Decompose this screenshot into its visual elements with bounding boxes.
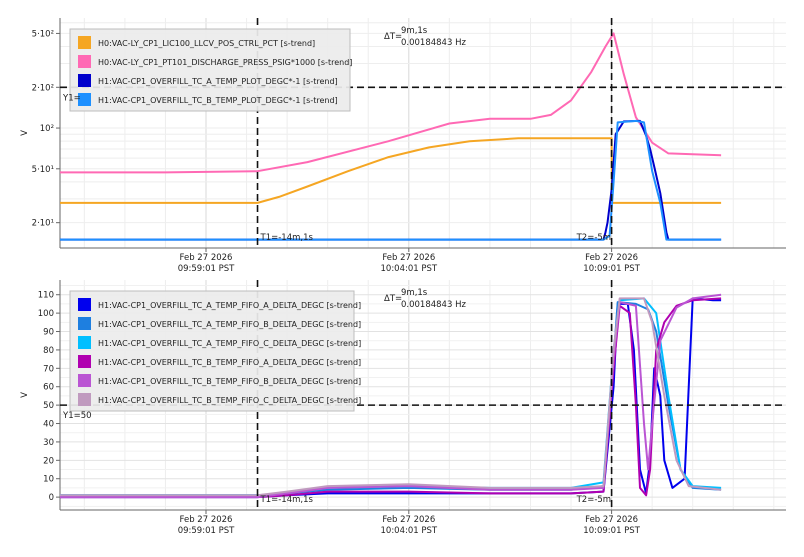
legend-entry-label: H1:VAC-CP1_OVERFILL_TC_B_TEMP_PLOT_DEGC*…	[98, 96, 338, 105]
legend-entry-label: H0:VAC-LY_CP1_PT101_DISCHARGE_PRESS_PSIG…	[98, 58, 352, 67]
legend-entry-label: H1:VAC-CP1_OVERFILL_TC_A_TEMP_FIFO_B_DEL…	[98, 320, 361, 329]
y-tick-label: 20	[43, 456, 54, 466]
x-tick-label-date: Feb 27 2026	[585, 515, 638, 525]
y-tick-label: 2·10²	[32, 83, 54, 93]
series-line-6	[60, 297, 722, 497]
cursor-t1-label: T1=-14m,1s	[260, 495, 314, 505]
y-tick-label: 100	[38, 309, 54, 319]
cursor-t1-label: T1=-14m,1s	[260, 233, 314, 243]
series-line-4	[60, 119, 722, 241]
x-tick-label-time: 10:04:01 PST	[381, 264, 438, 274]
legend: H1:VAC-CP1_OVERFILL_TC_A_TEMP_FIFO_A_DEL…	[69, 290, 361, 412]
y-tick-label: 5·10²	[32, 29, 54, 39]
y-tick-label: 0	[49, 493, 54, 503]
y-tick-label: 5·10¹	[32, 165, 54, 175]
legend-box	[69, 290, 355, 412]
legend-box	[69, 28, 351, 112]
legend-swatch	[78, 74, 91, 87]
delta-frequency: 0.00184843 Hz	[401, 38, 466, 48]
delta-t-value: 9m,1s	[401, 26, 428, 36]
x-tick-label-time: 10:09:01 PST	[583, 526, 640, 536]
legend-entry-label: H0:VAC-LY_CP1_LIC100_LLCV_POS_CTRL_PCT […	[98, 39, 315, 48]
y-tick-label: 10²	[40, 124, 54, 134]
legend-entry-label: H1:VAC-CP1_OVERFILL_TC_B_TEMP_FIFO_B_DEL…	[98, 377, 361, 386]
cursor-t2-label: T2=-5m	[576, 495, 611, 505]
y-tick-label: 70	[43, 364, 54, 374]
x-tick-label-date: Feb 27 2026	[180, 253, 233, 263]
legend-swatch	[78, 93, 91, 106]
x-tick-label-time: 09:59:01 PST	[178, 264, 235, 274]
legend-swatch	[78, 317, 91, 330]
legend-swatch	[78, 336, 91, 349]
y-axis-label: V	[20, 130, 30, 136]
series-line-4	[60, 297, 722, 499]
delta-t-value: 9m,1s	[401, 288, 428, 298]
delta-frequency: 0.00184843 Hz	[401, 300, 466, 310]
legend: H0:VAC-LY_CP1_LIC100_LLCV_POS_CTRL_PCT […	[69, 28, 352, 112]
legend-swatch	[78, 374, 91, 387]
legend-swatch	[78, 355, 91, 368]
legend-entry-label: H1:VAC-CP1_OVERFILL_TC_A_TEMP_PLOT_DEGC*…	[98, 77, 338, 86]
series-line-1	[60, 137, 722, 204]
legend-entry-label: H1:VAC-CP1_OVERFILL_TC_A_TEMP_FIFO_C_DEL…	[98, 339, 361, 348]
y-tick-label: 40	[43, 420, 54, 430]
y-tick-label: 10	[43, 475, 54, 485]
x-tick-label-date: Feb 27 2026	[382, 253, 435, 263]
legend-entry-label: H1:VAC-CP1_OVERFILL_TC_B_TEMP_FIFO_C_DEL…	[98, 396, 361, 405]
legend-swatch	[78, 393, 91, 406]
x-tick-label-date: Feb 27 2026	[585, 253, 638, 263]
y-tick-label: 110	[38, 291, 54, 301]
x-tick-label-date: Feb 27 2026	[180, 515, 233, 525]
x-tick-label-date: Feb 27 2026	[382, 515, 435, 525]
series-lines	[60, 293, 722, 499]
x-tick-label-time: 10:09:01 PST	[583, 264, 640, 274]
legend-entry-label: H1:VAC-CP1_OVERFILL_TC_B_TEMP_FIFO_A_DEL…	[98, 358, 361, 367]
y-axis-label: V	[20, 392, 30, 398]
delta-t-label: ΔT=	[384, 294, 402, 304]
legend-entry-label: H1:VAC-CP1_OVERFILL_TC_A_TEMP_FIFO_A_DEL…	[98, 301, 361, 310]
x-tick-label-time: 09:59:01 PST	[178, 526, 235, 536]
cursor-horizontal-label: Y1=50	[62, 411, 92, 421]
series-line-2	[60, 32, 722, 174]
series-line-1	[60, 297, 722, 499]
y-tick-label: 90	[43, 328, 54, 338]
y-tick-label: 60	[43, 383, 54, 393]
cursor-horizontal-label: Y1=	[62, 93, 81, 103]
legend-swatch	[78, 36, 91, 49]
legend-swatch	[78, 55, 91, 68]
series-lines	[60, 32, 722, 241]
y-tick-label: 80	[43, 346, 54, 356]
cursor-t2-label: T2=-5m	[576, 233, 611, 243]
delta-t-label: ΔT=	[384, 32, 402, 42]
y-tick-label: 2·10¹	[32, 219, 54, 229]
x-tick-label-time: 10:04:01 PST	[381, 526, 438, 536]
legend-swatch	[78, 298, 91, 311]
y-tick-label: 50	[43, 401, 54, 411]
y-tick-label: 30	[43, 438, 54, 448]
